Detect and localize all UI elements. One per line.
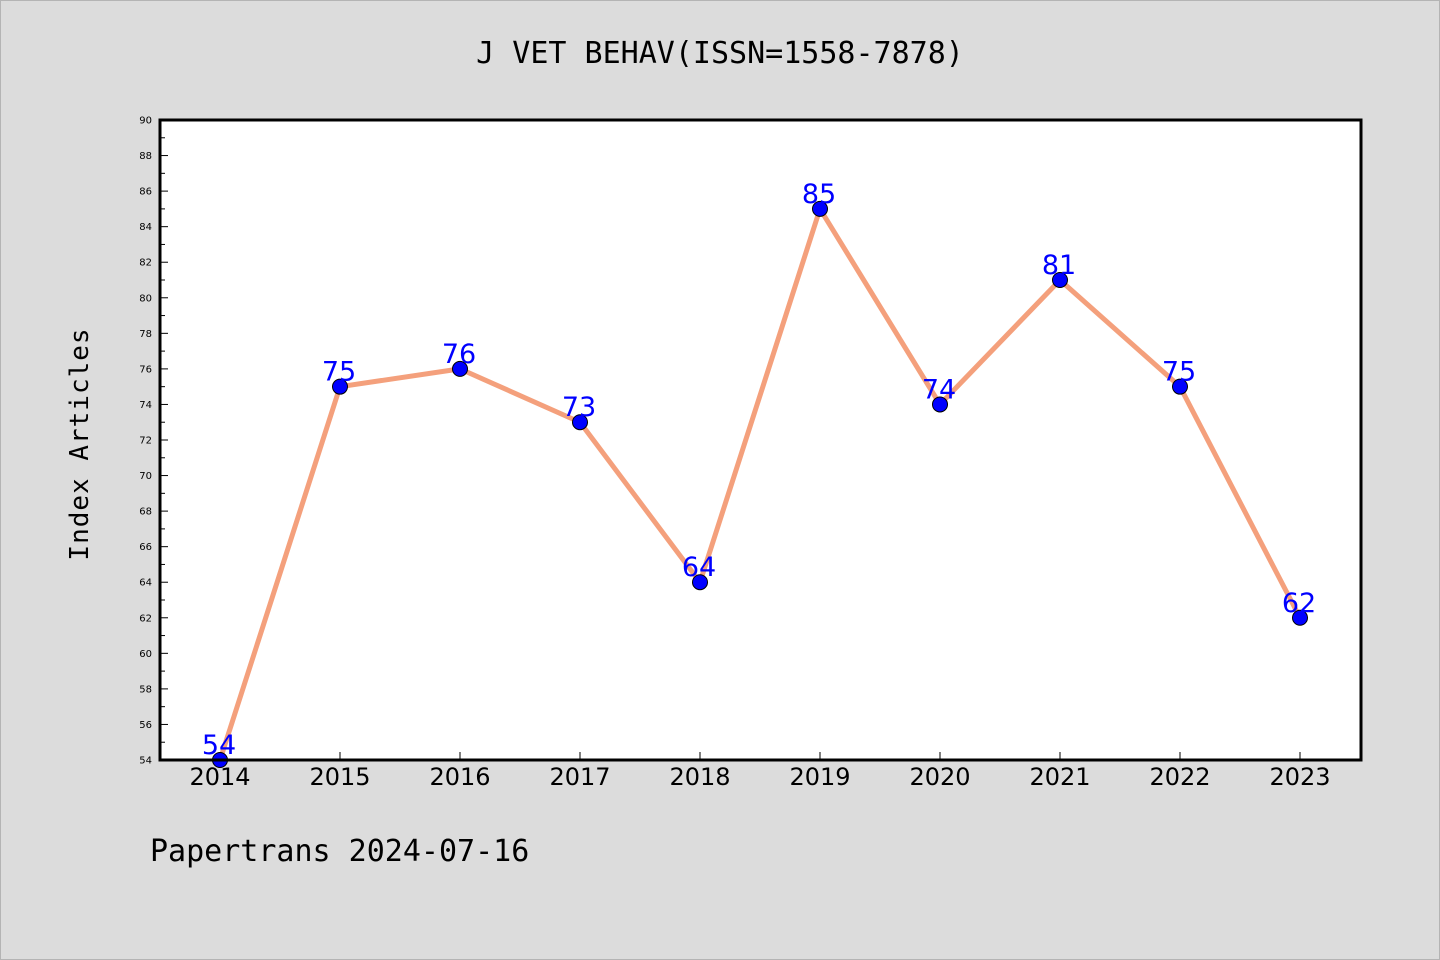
data-point <box>1172 378 1188 395</box>
data-label: 73 <box>562 392 596 423</box>
y-tick-label: 68 <box>139 507 152 518</box>
x-tick-label: 2016 <box>429 763 490 791</box>
x-tick-label: 2020 <box>909 763 970 791</box>
x-tick-label: 2017 <box>549 763 610 791</box>
y-tick-label: 82 <box>139 258 152 269</box>
y-tick-label: 60 <box>139 649 152 660</box>
y-tick-label: 56 <box>139 720 152 731</box>
data-point <box>692 574 708 591</box>
x-tick-label: 2022 <box>1149 763 1210 791</box>
data-label: 76 <box>442 339 476 370</box>
y-tick-label: 86 <box>139 187 152 198</box>
y-tick-label: 88 <box>139 151 152 162</box>
x-axis: 2014 2015 2016 2017 2018 2019 2020 2021 2022 2023 <box>189 752 1331 791</box>
data-point <box>332 378 348 395</box>
x-tick-label: 2023 <box>1269 763 1330 791</box>
data-point <box>452 360 468 377</box>
data-label: 85 <box>802 179 836 210</box>
data-label: 64 <box>682 552 716 583</box>
y-tick-label: 62 <box>139 613 152 624</box>
x-tick-label: 2021 <box>1029 763 1090 791</box>
y-tick-label: 84 <box>139 222 152 233</box>
data-point <box>1292 609 1308 626</box>
chart-title: J VET BEHAV(ISSN=1558-7878) <box>476 36 964 71</box>
y-tick-label: 78 <box>139 329 152 340</box>
data-point <box>812 200 828 217</box>
y-tick-label: 76 <box>139 364 152 375</box>
data-label: 62 <box>1282 588 1316 619</box>
y-tick-label: 80 <box>139 293 152 304</box>
x-tick-label: 2015 <box>309 763 370 791</box>
y-tick-label: 54 <box>139 756 152 767</box>
series-line <box>217 206 1303 763</box>
data-label: 81 <box>1042 250 1076 281</box>
footer-note: Papertrans 2024-07-16 <box>150 834 530 869</box>
data-point <box>572 414 588 431</box>
data-point <box>932 396 948 413</box>
data-label: 75 <box>1162 357 1196 388</box>
y-tick-label: 90 <box>139 116 152 127</box>
y-tick-label: 70 <box>139 471 152 482</box>
y-tick-label: 72 <box>139 436 152 447</box>
y-tick-label: 66 <box>139 542 152 553</box>
x-tick-label: 2018 <box>669 763 730 791</box>
plot-border <box>158 118 1363 762</box>
data-label: 54 <box>202 730 236 761</box>
data-label: 75 <box>322 357 356 388</box>
y-tick-label: 58 <box>139 684 152 695</box>
data-point <box>1052 272 1068 288</box>
y-tick-label: 74 <box>139 400 152 411</box>
y-tick-label: 64 <box>139 578 152 589</box>
x-tick-label: 2019 <box>789 763 850 791</box>
series-group: 54 75 76 73 64 85 74 81 75 62 <box>202 179 1316 768</box>
data-label: 74 <box>922 374 956 405</box>
plot-area <box>160 120 1361 760</box>
